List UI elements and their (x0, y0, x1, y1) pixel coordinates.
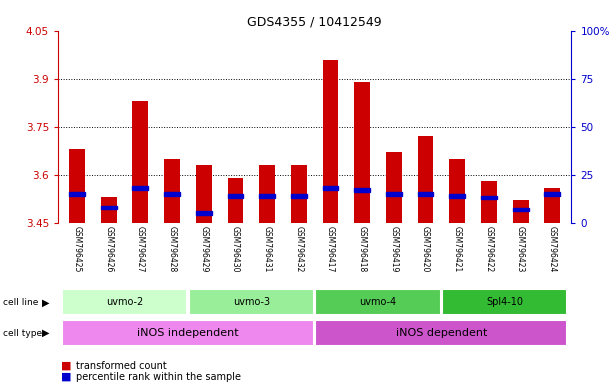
Text: GSM796426: GSM796426 (104, 226, 113, 272)
Text: GSM796425: GSM796425 (73, 226, 81, 272)
Bar (164, 192, 180, 195)
Text: uvmo-3: uvmo-3 (233, 297, 270, 308)
Text: uvmo-2: uvmo-2 (106, 297, 143, 308)
Bar (354, 188, 370, 192)
Bar (354, 82, 370, 223)
Bar (164, 159, 180, 223)
Text: GSM796431: GSM796431 (263, 226, 272, 272)
Text: GSM796419: GSM796419 (389, 226, 398, 272)
Bar (544, 192, 560, 195)
Bar (259, 194, 275, 197)
Bar (259, 165, 275, 223)
Text: iNOS independent: iNOS independent (137, 328, 239, 338)
Bar (442, 290, 568, 315)
Text: GSM796430: GSM796430 (231, 226, 240, 272)
Text: Spl4-10: Spl4-10 (486, 297, 523, 308)
Bar (513, 207, 529, 211)
Bar (449, 194, 465, 197)
Bar (227, 178, 243, 223)
Bar (481, 181, 497, 223)
Bar (418, 136, 433, 223)
Bar (227, 194, 243, 197)
Text: uvmo-4: uvmo-4 (359, 297, 397, 308)
Bar (101, 197, 117, 223)
Bar (133, 186, 148, 190)
Bar (323, 60, 338, 223)
Text: GSM796432: GSM796432 (295, 226, 303, 272)
Bar (315, 290, 441, 315)
Bar (386, 152, 402, 223)
Text: iNOS dependent: iNOS dependent (396, 328, 487, 338)
Bar (513, 200, 529, 223)
Text: ▶: ▶ (42, 328, 49, 338)
Text: GSM796427: GSM796427 (136, 226, 145, 272)
Bar (69, 192, 85, 195)
Bar (449, 159, 465, 223)
Text: GSM796421: GSM796421 (453, 226, 462, 272)
Bar (196, 165, 211, 223)
Title: GDS4355 / 10412549: GDS4355 / 10412549 (247, 15, 382, 28)
Bar (196, 211, 211, 215)
Bar (189, 290, 314, 315)
Bar (481, 196, 497, 200)
Bar (101, 205, 117, 209)
Text: ▶: ▶ (42, 297, 49, 308)
Bar (62, 290, 188, 315)
Bar (291, 194, 307, 197)
Bar (323, 186, 338, 190)
Text: GSM796429: GSM796429 (199, 226, 208, 272)
Text: GSM796418: GSM796418 (357, 226, 367, 272)
Bar (133, 101, 148, 223)
Bar (291, 165, 307, 223)
Text: ■: ■ (61, 372, 71, 382)
Bar (544, 187, 560, 223)
Text: percentile rank within the sample: percentile rank within the sample (76, 372, 241, 382)
Bar (62, 320, 314, 346)
Bar (386, 192, 402, 195)
Text: transformed count: transformed count (76, 361, 167, 371)
Text: GSM796420: GSM796420 (421, 226, 430, 272)
Bar (315, 320, 568, 346)
Text: GSM796417: GSM796417 (326, 226, 335, 272)
Text: cell line: cell line (3, 298, 38, 307)
Bar (418, 192, 433, 195)
Bar (69, 149, 85, 223)
Text: GSM796423: GSM796423 (516, 226, 525, 272)
Text: GSM796424: GSM796424 (548, 226, 557, 272)
Text: GSM796422: GSM796422 (485, 226, 494, 272)
Text: cell type: cell type (3, 329, 42, 338)
Text: GSM796428: GSM796428 (167, 226, 177, 272)
Text: ■: ■ (61, 361, 71, 371)
